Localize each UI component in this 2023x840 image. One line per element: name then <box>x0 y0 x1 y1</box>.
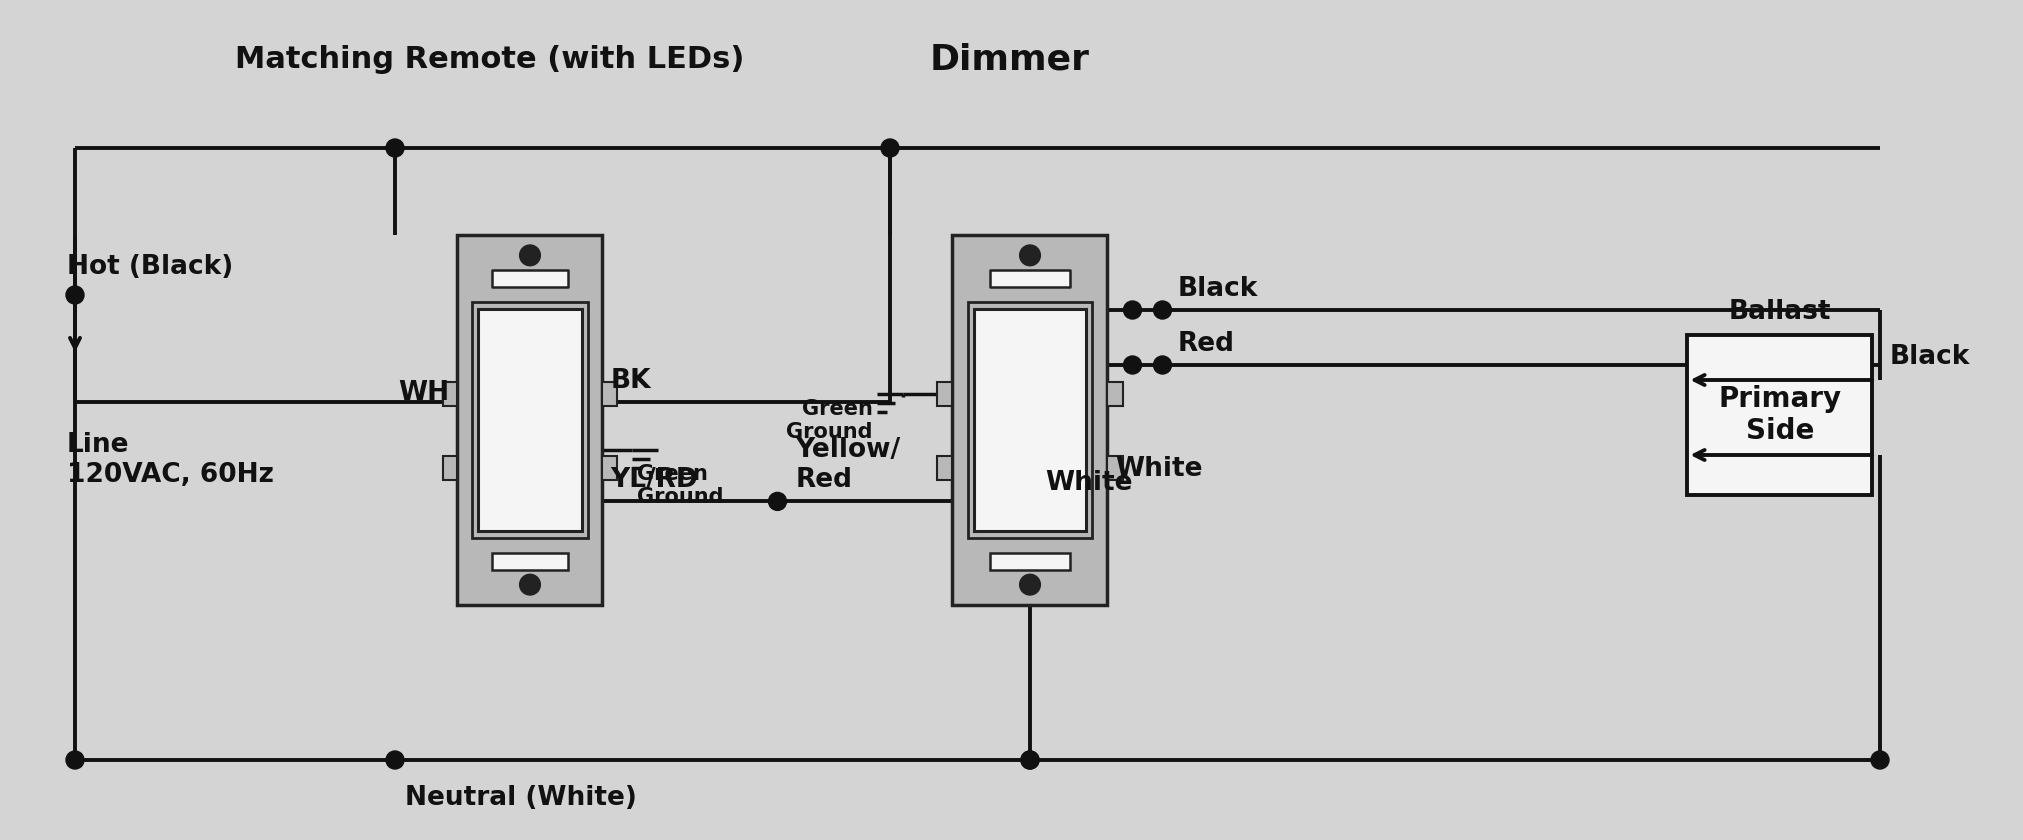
Circle shape <box>1020 575 1040 595</box>
Bar <box>471 302 589 538</box>
Text: BK: BK <box>611 368 651 393</box>
Bar <box>989 554 1070 570</box>
Bar <box>443 456 457 480</box>
Circle shape <box>67 751 85 769</box>
Text: White: White <box>1046 470 1133 496</box>
Bar <box>975 309 1086 531</box>
Circle shape <box>386 139 405 157</box>
Bar <box>492 554 568 570</box>
Text: Ballast: Ballast <box>1730 299 1831 325</box>
Text: Matching Remote (with LEDs): Matching Remote (with LEDs) <box>235 45 744 75</box>
Circle shape <box>67 286 85 304</box>
Circle shape <box>520 245 540 265</box>
Text: Black: Black <box>1889 344 1970 370</box>
Circle shape <box>1022 751 1040 769</box>
Circle shape <box>1153 301 1171 319</box>
Text: Yellow/
Red: Yellow/ Red <box>795 438 900 493</box>
Bar <box>953 235 1107 605</box>
Bar <box>477 309 583 531</box>
Bar <box>603 456 617 480</box>
Circle shape <box>386 751 405 769</box>
Circle shape <box>1123 301 1141 319</box>
Text: WH: WH <box>399 381 449 407</box>
Bar <box>1107 382 1123 406</box>
Circle shape <box>1123 356 1141 374</box>
Text: Line
120VAC, 60Hz: Line 120VAC, 60Hz <box>67 432 273 488</box>
Circle shape <box>769 492 787 511</box>
Text: Black: Black <box>1177 276 1258 302</box>
Bar <box>1107 456 1123 480</box>
Bar <box>603 382 617 406</box>
Bar <box>937 456 953 480</box>
Text: Green
Ground: Green Ground <box>787 399 872 443</box>
Circle shape <box>1022 751 1040 769</box>
Bar <box>492 270 568 286</box>
Bar <box>989 270 1070 286</box>
Circle shape <box>1153 356 1171 374</box>
Circle shape <box>1871 751 1889 769</box>
Bar <box>443 382 457 406</box>
Text: Neutral (White): Neutral (White) <box>405 785 637 811</box>
Circle shape <box>520 575 540 595</box>
Text: Primary
Side: Primary Side <box>1718 385 1841 445</box>
Circle shape <box>880 139 898 157</box>
Circle shape <box>1020 245 1040 265</box>
Text: Hot (Black): Hot (Black) <box>67 254 233 280</box>
Text: Dimmer: Dimmer <box>931 43 1090 77</box>
Bar <box>967 302 1092 538</box>
Text: Green
Ground: Green Ground <box>637 464 724 507</box>
Bar <box>937 382 953 406</box>
Text: White: White <box>1115 456 1204 482</box>
Bar <box>1687 335 1873 495</box>
Bar <box>457 235 603 605</box>
Text: Red: Red <box>1177 331 1234 357</box>
Text: YL/RD: YL/RD <box>611 467 698 493</box>
